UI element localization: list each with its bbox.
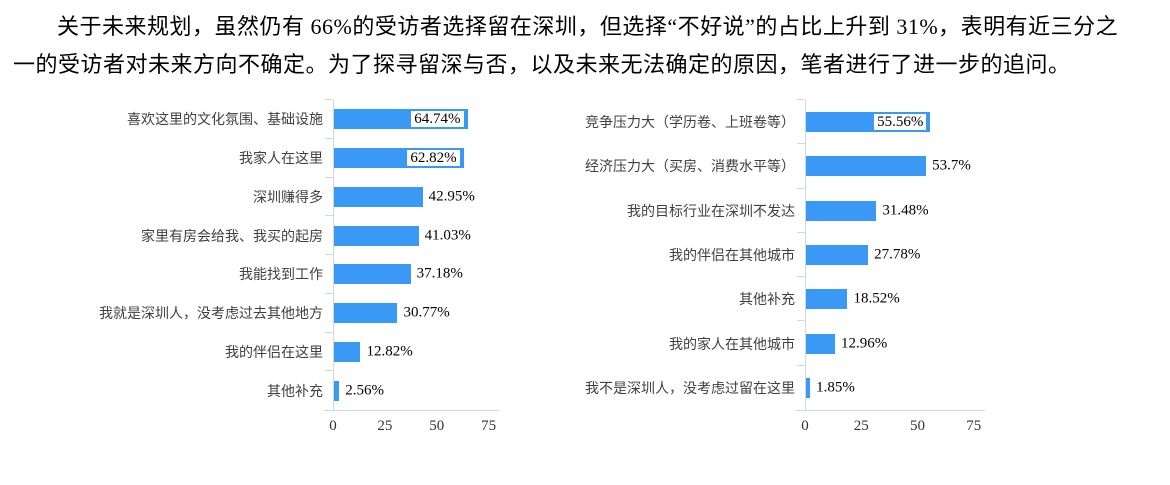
category-label: 其他补充 xyxy=(267,382,323,399)
value-label: 2.56% xyxy=(345,382,385,399)
plot-cell: 12.82% xyxy=(325,331,499,372)
plot-cell: 53.7% xyxy=(797,143,985,189)
axis-line: 0 25 50 75 xyxy=(324,410,499,442)
x-tick-label: 75 xyxy=(481,418,497,434)
chart-row: 其他补充 2.56% xyxy=(85,370,499,410)
value-label: 12.82% xyxy=(366,343,413,360)
chart-row: 喜欢这里的文化氛围、基础设施 64.74% xyxy=(85,99,499,139)
value-label: 30.77% xyxy=(403,304,450,321)
value-label: 31.48% xyxy=(882,202,929,219)
category-label: 我的家人在其他城市 xyxy=(669,335,795,352)
axis-spacer xyxy=(85,410,333,442)
x-tick-label: 75 xyxy=(966,418,982,435)
x-tick-label: 0 xyxy=(801,418,809,435)
plot-cell: 2.56% xyxy=(325,370,499,410)
plot-cell: 27.78% xyxy=(797,231,985,278)
bar xyxy=(334,225,419,246)
bar: 55.56% xyxy=(806,112,931,133)
chart-row: 经济压力大（买房、消费水平等） 53.7% xyxy=(560,143,985,189)
x-tick-label: 50 xyxy=(429,418,445,434)
bar xyxy=(334,186,423,207)
plot-cell: 41.03% xyxy=(325,215,499,255)
chart-bars-area: 喜欢这里的文化氛围、基础设施 64.74% 我家人在这里 62.82% 深圳赚得多 42.… xyxy=(85,99,499,410)
bar xyxy=(806,156,927,177)
value-label: 62.82% xyxy=(407,150,460,167)
chart-reasons-to-leave: 竞争压力大（学历卷、上班卷等） 55.56% 经济压力大（买房、消费水平等） 53.7… xyxy=(560,98,985,442)
category-label: 我的伴侣在其他城市 xyxy=(669,247,795,264)
chart-row: 家里有房会给我、我买的起房 41.03% xyxy=(85,215,499,255)
category-label: 经济压力大（买房、消费水平等） xyxy=(585,158,795,175)
x-tick-label: 25 xyxy=(853,418,869,435)
plot-cell: 18.52% xyxy=(797,276,985,322)
value-label: 12.96% xyxy=(840,335,888,352)
plot-cell: 42.95% xyxy=(325,176,499,217)
chart-row: 我不是深圳人，没考虑过留在这里 1.85% xyxy=(560,364,985,411)
chart-row: 我就是深圳人，没考虑过去其他地方 30.77% xyxy=(85,292,499,333)
chart-row: 我能找到工作 37.18% xyxy=(85,254,499,294)
category-label: 我就是深圳人，没考虑过去其他地方 xyxy=(99,305,323,322)
paragraph: 关于未来规划，虽然仍有 66%的受访者选择留在深圳，但选择“不好说”的占比上升到… xyxy=(13,14,1119,77)
category-label: 其他补充 xyxy=(739,291,795,308)
value-label: 41.03% xyxy=(424,227,471,244)
document-page: 关于未来规划，虽然仍有 66%的受访者选择留在深圳，但选择“不好说”的占比上升到… xyxy=(13,14,1130,442)
plot-cell: 62.82% xyxy=(325,137,499,178)
chart-row: 我家人在这里 62.82% xyxy=(85,137,499,178)
chart-row: 深圳赚得多 42.95% xyxy=(85,176,499,217)
category-label: 我的目标行业在深圳不发达 xyxy=(627,202,795,219)
chart-row: 其他补充 18.52% xyxy=(560,276,985,322)
plot-cell: 12.96% xyxy=(797,320,985,366)
category-label: 我能找到工作 xyxy=(239,266,323,283)
category-label: 竞争压力大（学历卷、上班卷等） xyxy=(585,114,795,131)
x-tick-label: 25 xyxy=(377,418,393,434)
axis-spacer xyxy=(560,410,805,442)
bar xyxy=(806,200,877,221)
bar xyxy=(806,289,848,310)
plot-cell: 55.56% xyxy=(797,98,985,145)
plot-cell: 1.85% xyxy=(797,364,985,411)
category-label: 深圳赚得多 xyxy=(253,188,323,205)
category-label: 我的伴侣在这里 xyxy=(225,343,323,360)
chart-x-axis: 0 25 50 75 xyxy=(85,410,499,442)
bar xyxy=(806,333,835,354)
plot-cell: 37.18% xyxy=(325,254,499,294)
chart-row: 竞争压力大（学历卷、上班卷等） 55.56% xyxy=(560,98,985,145)
bar xyxy=(334,303,398,324)
value-label: 53.7% xyxy=(932,157,971,174)
value-label: 27.78% xyxy=(874,246,921,263)
x-tick-label: 50 xyxy=(910,418,925,435)
bar: 62.82% xyxy=(334,148,464,169)
axis-line: 0 25 50 75 xyxy=(796,410,985,442)
chart-reasons-to-stay: 喜欢这里的文化氛围、基础设施 64.74% 我家人在这里 62.82% 深圳赚得多 42.… xyxy=(85,99,499,442)
chart-row: 我的目标行业在深圳不发达 31.48% xyxy=(560,187,985,233)
value-label: 37.18% xyxy=(416,265,463,282)
plot-cell: 64.74% xyxy=(325,99,499,139)
chart-row: 我的伴侣在其他城市 27.78% xyxy=(560,231,985,278)
category-label: 喜欢这里的文化氛围、基础设施 xyxy=(127,111,323,128)
charts-row: 喜欢这里的文化氛围、基础设施 64.74% 我家人在这里 62.82% 深圳赚得多 42.… xyxy=(85,98,1130,442)
chart-row: 我的家人在其他城市 12.96% xyxy=(560,320,985,366)
category-label: 我不是深圳人，没考虑过留在这里 xyxy=(585,379,795,396)
plot-cell: 30.77% xyxy=(325,292,499,333)
bar xyxy=(806,245,869,266)
chart-bars-area: 竞争压力大（学历卷、上班卷等） 55.56% 经济压力大（买房、消费水平等） 53.7… xyxy=(560,98,985,411)
bar xyxy=(334,264,411,285)
x-tick-label: 0 xyxy=(329,418,337,434)
plot-cell: 31.48% xyxy=(797,187,985,233)
bar xyxy=(334,341,361,362)
category-label: 家里有房会给我、我买的起房 xyxy=(141,227,323,244)
value-label: 42.95% xyxy=(428,188,475,205)
chart-x-axis: 0 25 50 75 xyxy=(560,410,985,442)
bar: 64.74% xyxy=(334,109,468,130)
value-label: 64.74% xyxy=(411,111,464,128)
category-label: 我家人在这里 xyxy=(239,150,323,167)
value-label: 55.56% xyxy=(874,114,927,131)
bar xyxy=(806,377,811,398)
value-label: 18.52% xyxy=(853,290,900,307)
value-label: 1.85% xyxy=(816,379,855,396)
chart-row: 我的伴侣在这里 12.82% xyxy=(85,331,499,372)
bar xyxy=(334,380,340,401)
